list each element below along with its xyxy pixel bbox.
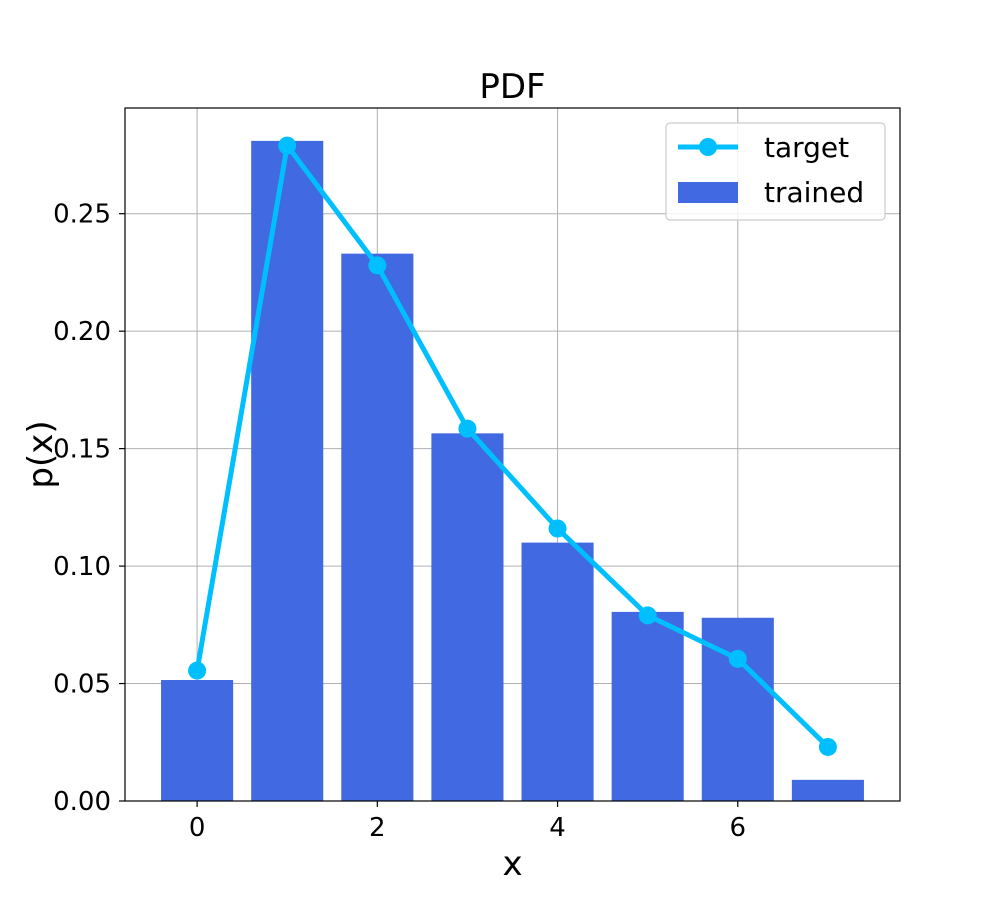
line-layer: [188, 136, 837, 756]
y-tick-label: 0.15: [53, 435, 111, 465]
legend: target trained: [665, 122, 886, 221]
y-tick-label: 0.25: [53, 200, 111, 230]
trained-bar: [431, 433, 504, 801]
legend-target-swatch-marker: [699, 138, 717, 156]
y-tick-label: 0.10: [53, 552, 111, 582]
legend-label-trained: trained: [764, 176, 864, 209]
target-point: [458, 419, 477, 438]
y-tick-label: 0.05: [53, 670, 111, 700]
bar-layer: [161, 140, 864, 802]
tick-layer: 0.00 0.05 0.10 0.15 0.20 0.25 0 2 4 6: [53, 200, 746, 843]
legend-label-target: target: [764, 131, 849, 164]
trained-bar: [251, 140, 324, 802]
y-tick-label: 0.00: [53, 787, 111, 817]
target-point: [818, 737, 837, 756]
x-tick-label: 2: [369, 813, 386, 843]
y-tick-label: 0.20: [53, 317, 111, 347]
trained-bar: [611, 611, 684, 801]
legend-trained-swatch: [678, 182, 738, 203]
target-point: [728, 649, 747, 668]
target-point: [368, 256, 387, 275]
plot-frame: [124, 107, 901, 802]
x-axis-title: x: [502, 844, 522, 884]
x-tick-label: 6: [730, 813, 747, 843]
x-tick-label: 4: [549, 813, 566, 843]
target-point: [188, 661, 207, 680]
trained-bar: [791, 779, 864, 801]
y-axis-title: p(x): [21, 420, 61, 488]
target-point: [278, 136, 297, 155]
target-line: [194, 143, 830, 749]
target-point: [638, 606, 657, 625]
trained-bar: [521, 542, 594, 801]
target-point: [548, 519, 567, 538]
trained-bar: [341, 253, 414, 801]
chart-title: PDF: [479, 67, 545, 107]
x-tick-label: 0: [189, 813, 206, 843]
trained-bar: [161, 680, 234, 801]
